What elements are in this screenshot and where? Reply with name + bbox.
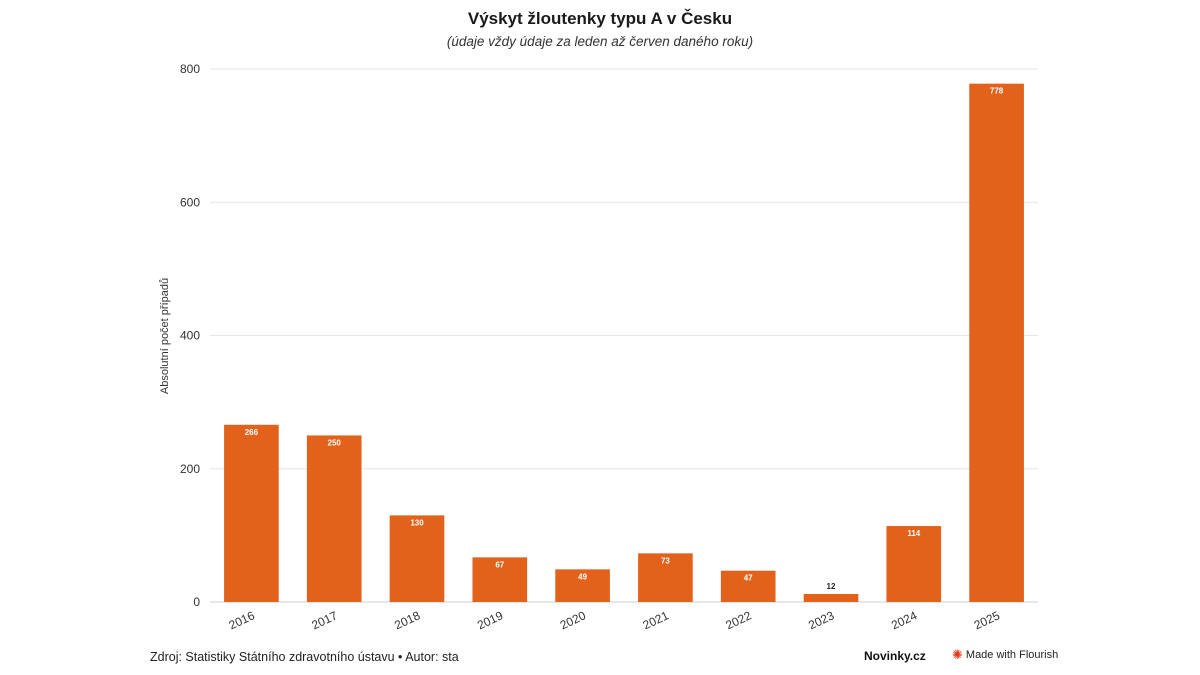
source-note: Zdroj: Statistiky Státního zdravotního ú… [150,650,459,664]
flourish-credit[interactable]: ✺ Made with Flourish [952,647,1059,662]
chart-subtitle: (údaje vždy údaje za leden až červen dan… [446,34,754,49]
x-tick-label: 2022 [723,608,753,632]
brand-logo[interactable]: Novinky.cz [864,649,926,663]
bar-2017[interactable] [306,435,362,602]
bar-2016[interactable] [224,424,279,602]
bar-2018[interactable] [389,515,445,602]
value-label: 114 [907,529,920,538]
y-tick-label: 600 [180,195,200,209]
value-label: 778 [990,87,1004,96]
y-tick-label: 800 [180,62,200,76]
flourish-icon: ✺ [952,647,963,662]
value-label: 73 [661,556,670,565]
value-label: 49 [578,572,587,581]
y-axis-ticks: 0 200 400 600 800 [180,62,200,609]
chart-title: Výskyt žloutenky typu A v Česku [467,9,733,28]
x-tick-label: 2017 [309,608,339,632]
bar-2025[interactable] [969,83,1024,603]
x-axis-ticks: 2016 2017 2018 2019 2020 2021 2022 2023 2024 2025 [227,608,1003,632]
value-labels: 266 250 130 67 49 73 47 12 114 778 [245,87,1004,591]
flourish-label: Made with Flourish [965,649,1059,661]
x-tick-label: 2025 [972,608,1002,632]
bar-2019[interactable] [472,557,528,602]
x-tick-label: 2018 [392,608,422,632]
value-label: 47 [744,574,753,583]
x-tick-label: 2021 [641,608,671,632]
bar-2020[interactable] [555,569,610,602]
y-tick-label: 400 [180,329,200,343]
x-tick-label: 2024 [889,608,919,632]
value-label: 12 [827,582,836,591]
x-tick-label: 2019 [475,608,505,632]
bars [224,83,1024,603]
value-label: 250 [328,438,342,447]
x-tick-label: 2016 [227,608,257,632]
bar-2024[interactable] [886,526,942,602]
x-tick-label: 2020 [558,608,588,632]
bar-2022[interactable] [720,570,776,602]
x-tick-label: 2023 [806,608,836,632]
value-label: 266 [245,428,259,437]
bar-2021[interactable] [638,553,693,602]
y-axis-label: Absolutní počet případů [159,278,171,394]
value-label: 67 [495,560,504,569]
y-tick-label: 200 [180,462,200,476]
bar-2023[interactable] [803,594,859,602]
value-label: 130 [410,518,424,527]
y-tick-label: 0 [193,595,200,609]
